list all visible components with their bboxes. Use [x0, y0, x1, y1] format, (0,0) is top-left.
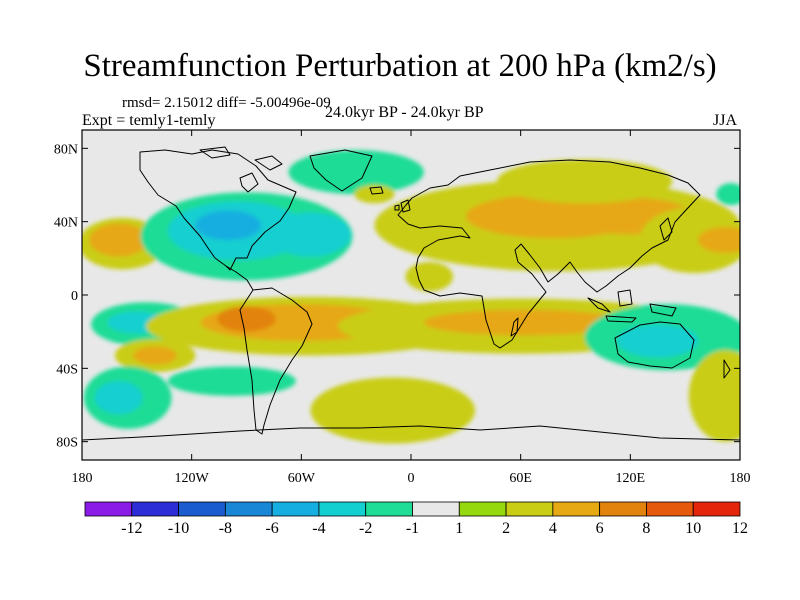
anomaly-region	[496, 159, 673, 204]
colorbar-swatch	[178, 501, 226, 517]
anomaly-region	[270, 212, 351, 257]
rmsd-stats-line: rmsd= 2.15012 diff= -5.00496e-09	[122, 95, 331, 111]
colorbar-label: -10	[168, 520, 189, 537]
colorbar-swatch	[552, 501, 601, 517]
anomaly-region	[288, 150, 424, 195]
colorbar-label: -2	[359, 520, 372, 537]
lat-tick-label: 40S	[56, 362, 78, 377]
colorbar-label: 6	[596, 520, 604, 537]
lon-tick-label: 60W	[288, 471, 316, 486]
anomaly-region	[89, 223, 148, 257]
anomaly-region	[217, 306, 276, 332]
colorbar-label: 2	[502, 520, 510, 537]
colorbar-swatch	[224, 501, 273, 517]
colorbar-label: 4	[549, 520, 557, 537]
anomaly-region	[195, 210, 262, 240]
lat-tick-label: 80S	[56, 436, 78, 451]
color-legend: -12 -10 -8 -6 -4 -2 -1 1 2 4 6 8 10 12	[84, 501, 748, 537]
coastlines	[82, 146, 740, 441]
anomaly-region	[688, 350, 740, 442]
anomaly-region	[133, 346, 178, 365]
lat-tick-label: 40N	[54, 216, 78, 231]
anomaly-region	[639, 207, 740, 273]
plot-title: Streamfunction Perturbation at 200 hPa (…	[83, 48, 717, 84]
season-label: JJA	[713, 112, 738, 129]
colorbar-label: 10	[685, 520, 701, 537]
anomaly-region	[167, 366, 296, 396]
colorbar-swatch	[412, 501, 460, 517]
colorbar-label: -1	[406, 520, 419, 537]
lon-tick-label: 180	[72, 471, 93, 486]
anomaly-region	[423, 309, 625, 336]
colorbar-swatch	[271, 501, 320, 517]
colorbar-label: -8	[219, 520, 232, 537]
colorbar-label: 8	[642, 520, 650, 537]
colorbar-swatch	[692, 501, 741, 517]
anomaly-region	[310, 377, 475, 444]
anomaly-region	[617, 324, 698, 358]
colorbar-swatch	[365, 501, 413, 517]
lon-tick-label: 0	[408, 471, 415, 486]
colorbar-swatch	[646, 501, 694, 517]
colorbar-swatch	[131, 501, 179, 517]
lon-tick-label: 60E	[509, 471, 532, 486]
latitude-axis: 80N 40N 0 40S 80S	[54, 142, 740, 451]
anomaly-region	[697, 227, 740, 253]
colorbar-swatch	[458, 501, 507, 517]
colorbar-label: 12	[732, 520, 748, 537]
colorbar-swatch	[318, 501, 367, 517]
anomaly-region	[94, 381, 143, 415]
colorbar-swatch	[84, 501, 133, 517]
period-label: 24.0kyr BP - 24.0kyr BP	[325, 104, 484, 121]
colorbar-label: -12	[121, 520, 142, 537]
colorbar-label: -6	[265, 520, 278, 537]
colorbar-swatch	[505, 501, 554, 517]
lat-tick-label: 0	[71, 289, 78, 304]
longitude-axis: 180 120W 60W 0 60E 120E 180	[72, 130, 751, 486]
lon-tick-label: 180	[730, 471, 751, 486]
experiment-label: Expt = temly1-temly	[82, 112, 216, 129]
colorbar-label: -4	[312, 520, 325, 537]
colorbar-label: 1	[455, 520, 463, 537]
anomaly-region	[405, 262, 454, 292]
lon-tick-label: 120E	[616, 471, 646, 486]
lon-tick-label: 120W	[175, 471, 210, 486]
lat-tick-label: 80N	[54, 142, 78, 157]
colorbar-swatch	[599, 501, 647, 517]
anomaly-region	[716, 183, 740, 206]
